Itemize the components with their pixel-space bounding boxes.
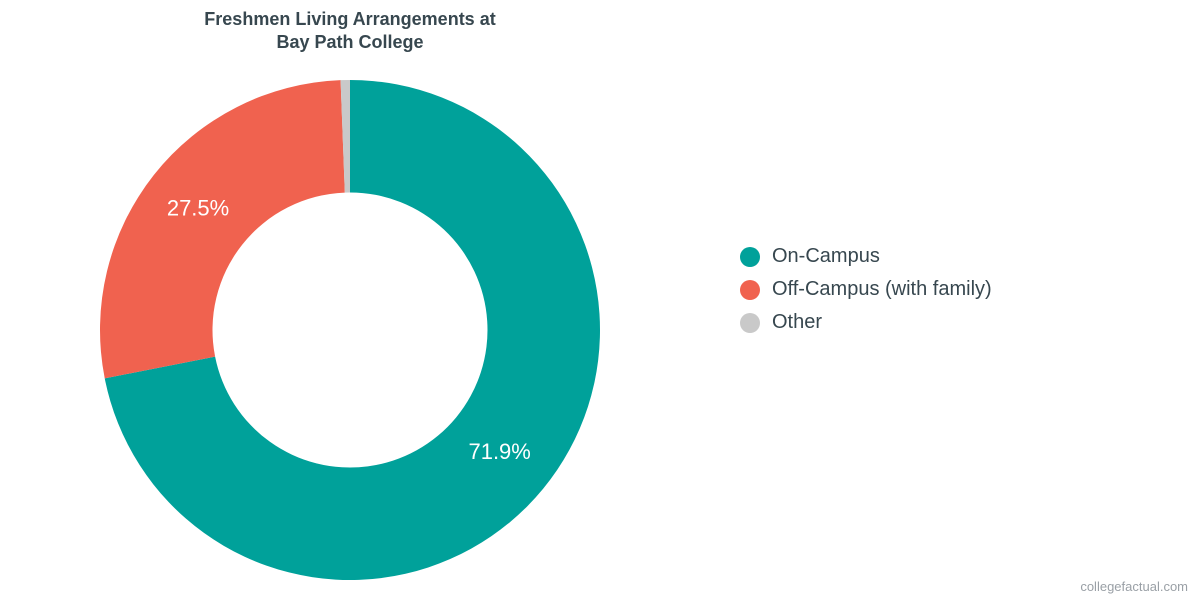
legend-swatch-1 [740,280,760,300]
legend-label-2: Other [772,311,822,334]
chart-title: Freshmen Living Arrangements at Bay Path… [0,8,700,55]
slice-label-1: 27.5% [167,196,229,221]
attribution-text: collegefactual.com [1080,579,1188,594]
legend: On-Campus Off-Campus (with family) Other [740,245,992,344]
legend-item-2: Other [740,311,992,334]
legend-label-0: On-Campus [772,245,880,268]
donut-slice-1 [100,80,345,378]
slice-label-0: 71.9% [468,439,530,464]
legend-item-1: Off-Campus (with family) [740,278,992,301]
title-line-1: Freshmen Living Arrangements at [204,9,495,29]
legend-swatch-0 [740,247,760,267]
donut-svg: 71.9% 27.5% [80,60,620,600]
legend-swatch-2 [740,313,760,333]
title-line-2: Bay Path College [276,32,423,52]
donut-chart: 71.9% 27.5% [80,60,620,600]
chart-container: Freshmen Living Arrangements at Bay Path… [0,0,1200,600]
legend-item-0: On-Campus [740,245,992,268]
legend-label-1: Off-Campus (with family) [772,278,992,301]
